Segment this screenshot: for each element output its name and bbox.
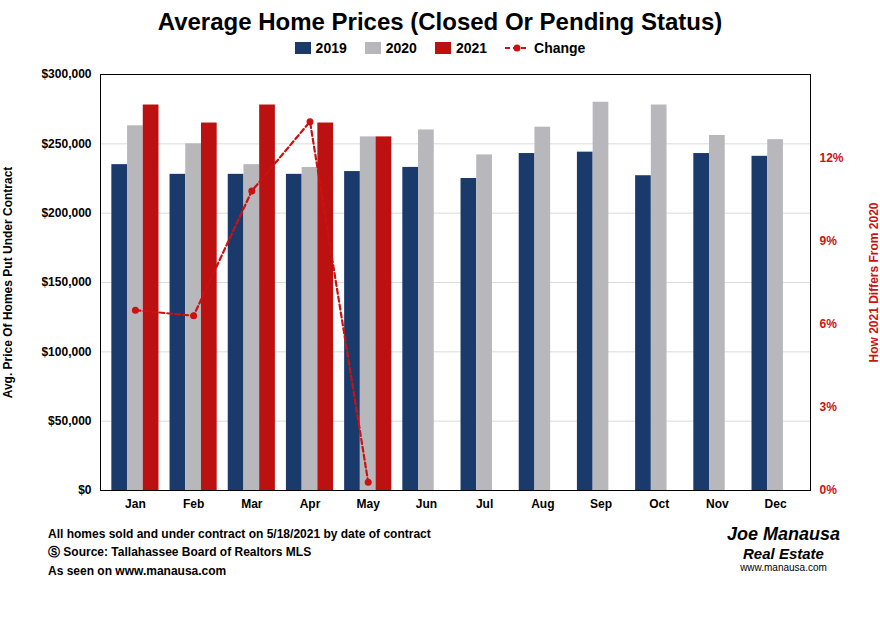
svg-text:$250,000: $250,000	[41, 137, 91, 151]
html-text:Joe Manausa: Joe Manausa	[727, 524, 840, 544]
svg-text:Nov: Nov	[706, 497, 729, 511]
svg-text:Oct: Oct	[649, 497, 669, 511]
svg-text:0%: 0%	[820, 483, 838, 497]
svg-text:Sep: Sep	[590, 497, 612, 511]
svg-text:Aug: Aug	[531, 497, 554, 511]
html-text:Real Estate: Real Estate	[743, 545, 824, 562]
svg-text:Jan: Jan	[125, 497, 146, 511]
svg-text:$100,000: $100,000	[41, 345, 91, 359]
svg-text:How 2021 Differs From 2020: How 2021 Differs From 2020	[867, 202, 880, 362]
html-text:All homes sold and under contr: All homes sold and under contract on 5/1…	[48, 527, 431, 541]
svg-text:$300,000: $300,000	[41, 67, 91, 81]
html-text:2019: 2019	[315, 40, 347, 56]
html-text:Average Home Prices (Closed Or: Average Home Prices (Closed Or Pending S…	[157, 8, 723, 35]
svg-text:$0: $0	[78, 483, 92, 497]
svg-text:Jul: Jul	[476, 497, 493, 511]
svg-text:$50,000: $50,000	[48, 414, 92, 428]
svg-text:May: May	[357, 497, 381, 511]
html-text:Ⓢ Source: Tallahassee Board of: Ⓢ Source: Tallahassee Board of Realtors …	[48, 545, 312, 559]
html-text:2020: 2020	[385, 40, 417, 56]
svg-text:6%: 6%	[820, 317, 838, 331]
svg-text:Apr: Apr	[300, 497, 321, 511]
svg-text:Dec: Dec	[765, 497, 787, 511]
svg-text:9%: 9%	[820, 234, 838, 248]
svg-text:$200,000: $200,000	[41, 206, 91, 220]
svg-text:Feb: Feb	[183, 497, 204, 511]
html-text:Change: Change	[534, 40, 586, 56]
svg-text:3%: 3%	[820, 400, 838, 414]
svg-text:Jun: Jun	[416, 497, 437, 511]
svg-text:Avg. Price Of Homes Put Under: Avg. Price Of Homes Put Under Contract	[1, 167, 15, 399]
html-text:2021: 2021	[455, 40, 488, 56]
html-text:www.manausa.com: www.manausa.com	[740, 562, 827, 573]
svg-text:12%: 12%	[820, 151, 844, 165]
html-text:As seen on www.manausa.com: As seen on www.manausa.com	[48, 564, 227, 578]
svg-text:Mar: Mar	[241, 497, 263, 511]
svg-text:$150,000: $150,000	[41, 275, 91, 289]
